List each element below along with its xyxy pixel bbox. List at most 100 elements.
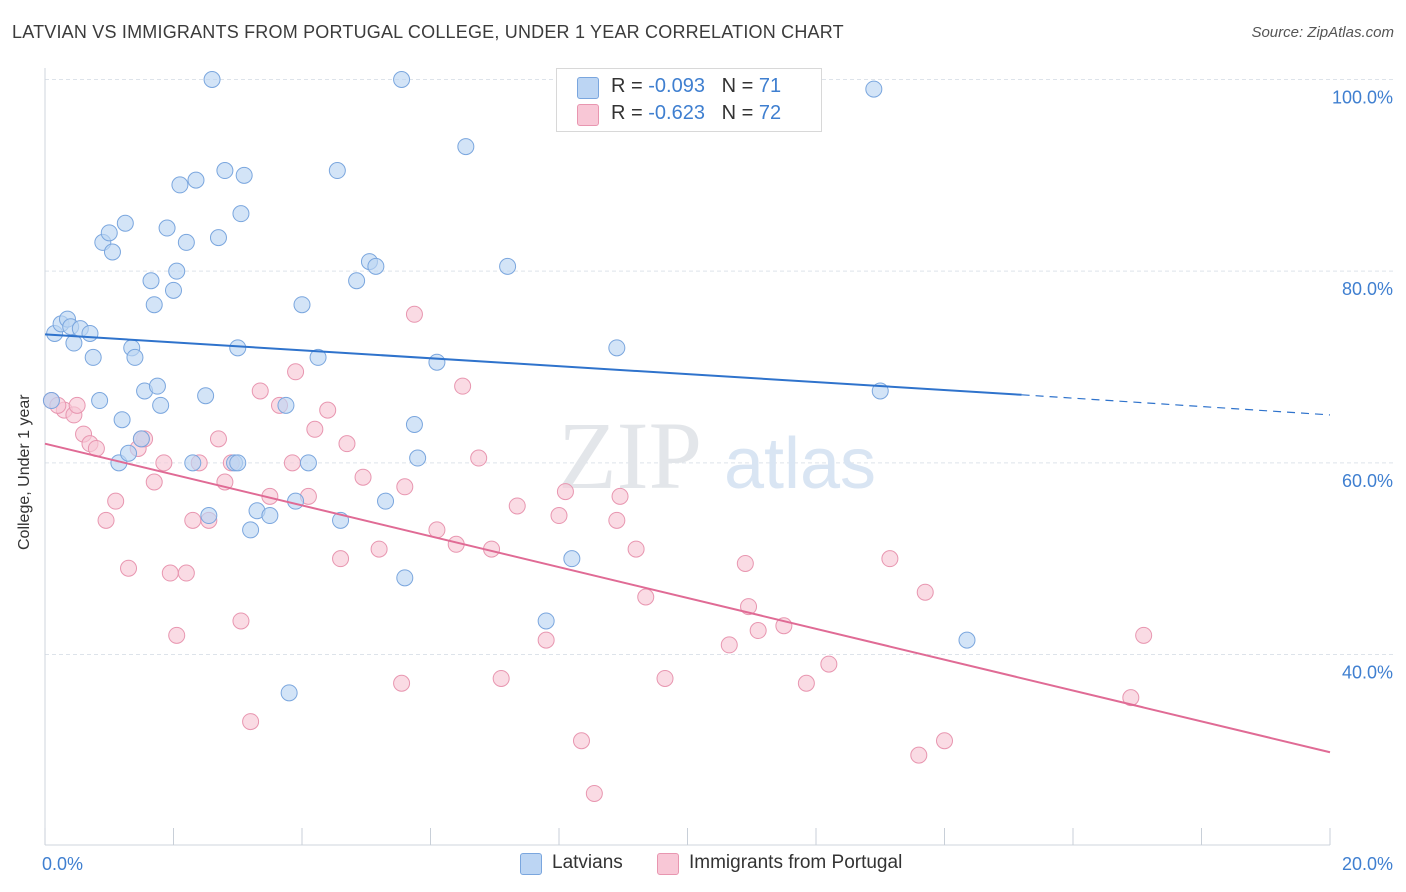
portugal-point [306, 420, 324, 438]
legend-n-label: N = [721, 75, 759, 97]
grid-lines [45, 79, 1395, 655]
portugal-point [251, 382, 269, 400]
portugal-point [283, 454, 301, 472]
latvian-point [229, 339, 247, 357]
watermark: ZIP atlas [558, 402, 876, 509]
latvian-point [293, 296, 311, 314]
portugal-point [470, 449, 488, 467]
legend-r-value-latvians: -0.093 [648, 75, 705, 97]
latvian-points [42, 71, 976, 702]
portugal-point [656, 669, 674, 687]
portugal-point [120, 559, 138, 577]
portugal-point [155, 454, 173, 472]
latvian-point [393, 71, 411, 88]
y-axis-label: College, Under 1 year [16, 394, 33, 550]
latvians-trendline [44, 333, 1022, 396]
portugal-point [637, 588, 655, 606]
latvian-point [499, 257, 517, 275]
latvian-point [91, 392, 109, 410]
latvians-swatch [577, 77, 599, 99]
latvian-point [177, 233, 195, 251]
legend-r-label: R = [611, 102, 649, 124]
portugal-point [184, 511, 202, 529]
portugal-swatch [577, 104, 599, 126]
latvian-point [328, 162, 346, 180]
portugal-point [177, 564, 195, 582]
latvian-point [116, 214, 134, 232]
latvian-point [168, 262, 186, 280]
portugal-point [161, 564, 179, 582]
portugal-point [550, 507, 568, 525]
latvian-point [100, 224, 118, 242]
portugal-point [820, 655, 838, 673]
latvian-point [299, 454, 317, 472]
tick-labels: 40.0% 60.0% 80.0% 100.0% 0.0% 20.0% [42, 88, 1393, 875]
portugal-point [97, 511, 115, 529]
portugal-point [740, 598, 758, 616]
portugal-points [42, 305, 1153, 802]
portugal-point [209, 430, 227, 448]
latvian-point [165, 281, 182, 299]
latvian-point [145, 296, 163, 314]
portugal-point [287, 363, 305, 381]
latvian-point [187, 171, 205, 189]
x-tick-label: 0.0% [42, 854, 83, 874]
source-label: Source: ZipAtlas.com [1251, 24, 1394, 41]
latvian-point [309, 348, 327, 366]
latvian-point [457, 138, 475, 156]
portugal-point [454, 377, 472, 395]
correlation-legend: R = -0.093 N = 71 R = -0.623 N = 72 [556, 68, 822, 132]
portugal-point [720, 636, 738, 654]
portugal-point [107, 492, 125, 510]
latvian-point [409, 449, 427, 467]
portugal-point [492, 669, 510, 687]
latvians-swatch [520, 853, 542, 875]
latvian-point [103, 243, 121, 261]
portugal-point [585, 784, 603, 802]
portugal-point [332, 550, 350, 568]
latvian-point [405, 416, 423, 433]
latvian-point [232, 205, 250, 223]
portugal-point [68, 396, 86, 414]
latvian-point [396, 569, 414, 587]
latvian-point [81, 324, 99, 342]
latvian-point [216, 162, 234, 180]
y-tick-label: 100.0% [1332, 88, 1393, 108]
trendlines [44, 333, 1331, 754]
latvian-point [120, 444, 138, 462]
latvian-point [113, 411, 131, 429]
portugal-point [916, 583, 934, 601]
latvian-point [377, 492, 395, 510]
latvian-point [242, 521, 260, 539]
portugal-point [405, 305, 423, 323]
latvian-point [184, 454, 202, 472]
latvian-point [229, 454, 247, 472]
latvian-point [608, 339, 626, 357]
latvian-point [200, 507, 218, 525]
x-tick-label: 20.0% [1342, 854, 1393, 874]
latvian-point [537, 612, 555, 630]
legend-n-value-portugal: 72 [758, 102, 782, 124]
portugal-point [627, 540, 645, 558]
bottom-legend-portugal-label: Immigrants from Portugal [689, 852, 903, 873]
portugal-point [881, 550, 899, 568]
latvian-point [132, 430, 150, 448]
latvian-point [152, 396, 170, 414]
portugal-point [572, 732, 590, 750]
latvian-point [428, 353, 446, 371]
portugal-point [242, 713, 260, 731]
watermark-zip: ZIP [558, 402, 702, 509]
legend-n-label: N = [721, 102, 759, 124]
portugal-point [370, 540, 388, 558]
portugal-point [910, 746, 928, 764]
watermark-atlas: atlas [724, 424, 876, 504]
portugal-point [232, 612, 250, 630]
portugal-point [608, 511, 626, 529]
latvian-point [348, 272, 366, 290]
bottom-legend-latvians-label: Latvians [552, 852, 623, 873]
latvian-point [261, 507, 279, 525]
latvian-point [287, 492, 305, 510]
portugal-point [393, 674, 411, 692]
legend-r-value-portugal: -0.623 [648, 102, 705, 124]
